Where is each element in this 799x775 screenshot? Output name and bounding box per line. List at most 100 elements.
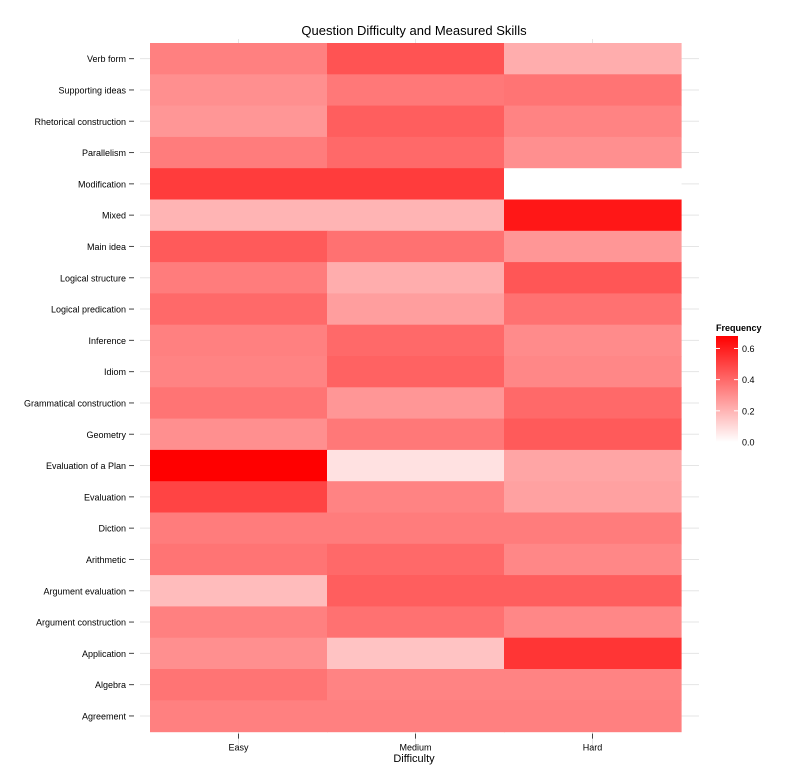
heatmap-cell <box>504 43 682 75</box>
heatmap-cell <box>327 700 505 733</box>
heatmap-cell <box>327 543 505 576</box>
heatmap-cell <box>327 669 505 701</box>
legend-tick-label: 0.4 <box>742 375 755 385</box>
heatmap-cell <box>150 700 328 733</box>
heatmap-cell <box>150 74 328 107</box>
heatmap-cell <box>327 356 505 388</box>
heatmap-cell <box>504 637 682 670</box>
y-tick-label: Algebra <box>95 680 126 690</box>
y-tick-label: Evaluation <box>84 492 126 502</box>
heatmap-cell <box>150 543 328 576</box>
heatmap-cell <box>327 637 505 670</box>
heatmap-cell <box>327 387 505 420</box>
heatmap-cell <box>150 105 328 138</box>
heatmap-cell <box>327 481 505 514</box>
x-tick-label: Easy <box>228 743 249 753</box>
heatmap-cell <box>504 418 682 451</box>
heatmap-cell <box>150 575 328 607</box>
heatmap-cell <box>327 199 505 232</box>
heatmap-cell <box>327 324 505 357</box>
y-tick-label: Verb form <box>87 54 126 64</box>
heatmap-cell <box>327 74 505 107</box>
heatmap-cell <box>150 418 328 451</box>
heatmap-cell <box>150 481 328 514</box>
heatmap-cell <box>504 606 682 639</box>
y-tick-label: Geometry <box>86 430 126 440</box>
y-tick-label: Main idea <box>87 242 126 252</box>
y-tick-label: Grammatical construction <box>24 398 126 408</box>
heatmap-cell <box>150 512 328 545</box>
y-tick-label: Logical predication <box>51 305 126 315</box>
y-tick-label: Supporting ideas <box>58 85 126 95</box>
heatmap-cell <box>504 230 682 263</box>
x-axis: Easy Medium Hard <box>228 733 603 753</box>
y-tick-label: Arithmetic <box>86 555 127 565</box>
heatmap-cell <box>327 43 505 75</box>
y-tick-label: Agreement <box>82 711 127 721</box>
heatmap-cell <box>327 606 505 639</box>
y-tick-label: Inference <box>88 336 126 346</box>
heatmap-cell <box>150 449 328 482</box>
y-tick-label: Rhetorical construction <box>34 117 126 127</box>
x-tick-label: Hard <box>583 743 603 753</box>
heatmap-cell <box>504 481 682 514</box>
y-tick-label: Evaluation of a Plan <box>46 461 126 471</box>
heatmap-cell <box>504 168 682 201</box>
legend-tick-label: 0.0 <box>742 438 755 448</box>
heatmap-cell <box>327 262 505 294</box>
heatmap-cell <box>504 575 682 607</box>
heatmap-cell <box>327 418 505 451</box>
heatmap-cell <box>504 74 682 107</box>
heatmap-cell <box>504 262 682 294</box>
y-tick-label: Argument construction <box>36 618 126 628</box>
y-tick-label: Mixed <box>102 211 126 221</box>
y-axis: Verb form Supporting ideas Rhetorical cons… <box>24 54 134 721</box>
heatmap-cell <box>327 449 505 482</box>
y-tick-label: Idiom <box>104 367 126 377</box>
heatmap-cell <box>150 168 328 201</box>
heatmap-cell <box>150 293 328 326</box>
y-tick-label: Parallelism <box>82 148 126 158</box>
heatmap-cell <box>150 669 328 701</box>
heatmap-cell <box>150 606 328 639</box>
heatmap-cell <box>150 136 328 169</box>
legend-tick-label: 0.2 <box>742 406 755 416</box>
heatmap-cell <box>327 136 505 169</box>
y-tick-label: Modification <box>78 179 126 189</box>
legend-title: Frequency <box>716 323 762 333</box>
heatmap-cells <box>150 43 682 733</box>
heatmap-cell <box>504 512 682 545</box>
heatmap-cell <box>504 293 682 326</box>
heatmap-cell <box>504 324 682 357</box>
heatmap-cell <box>327 512 505 545</box>
heatmap-cell <box>150 387 328 420</box>
heatmap-cell <box>150 324 328 357</box>
legend-tick-label: 0.6 <box>742 344 755 354</box>
y-tick-label: Logical structure <box>60 273 126 283</box>
heatmap-cell <box>150 356 328 388</box>
y-tick-label: Diction <box>98 524 126 534</box>
heatmap-cell <box>150 43 328 75</box>
x-axis-title: Difficulty <box>393 753 435 765</box>
heatmap-cell <box>504 356 682 388</box>
x-tick-label: Medium <box>399 743 431 753</box>
legend: Frequency 0.0 0.2 0.4 0.6 <box>716 323 762 448</box>
y-tick-label: Argument evaluation <box>43 586 126 596</box>
legend-ticks: 0.0 0.2 0.4 0.6 <box>716 344 755 448</box>
heatmap-cell <box>504 700 682 733</box>
heatmap-cell <box>150 637 328 670</box>
heatmap-cell <box>150 262 328 294</box>
chart-title: Question Difficulty and Measured Skills <box>301 23 527 38</box>
heatmap-cell <box>504 543 682 576</box>
heatmap-cell <box>327 575 505 607</box>
heatmap-cell <box>504 136 682 169</box>
heatmap-cell <box>327 168 505 201</box>
heatmap-cell <box>327 105 505 138</box>
heatmap-cell <box>504 669 682 701</box>
heatmap-cell <box>504 199 682 232</box>
heatmap-cell <box>504 105 682 138</box>
heatmap-cell <box>504 449 682 482</box>
heatmap-cell <box>327 230 505 263</box>
heatmap-cell <box>150 230 328 263</box>
